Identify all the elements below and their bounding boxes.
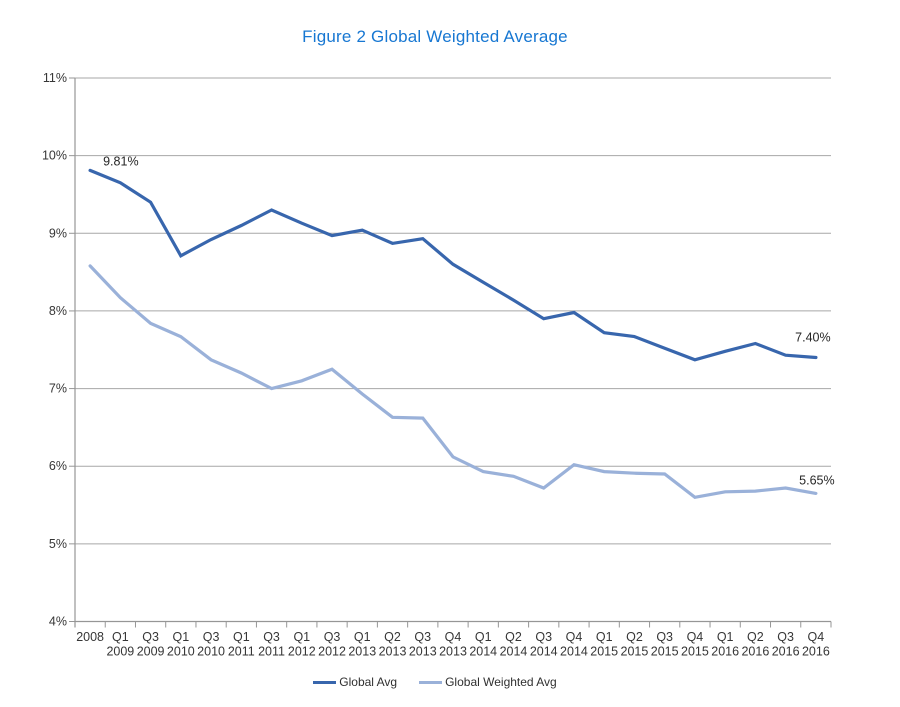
svg-text:11%: 11% [43,71,67,85]
legend-item-global-weighted-avg: Global Weighted Avg [419,675,557,689]
data-label: 7.40% [795,331,830,345]
data-label: 9.81% [103,154,138,168]
legend-label-global-weighted-avg: Global Weighted Avg [445,675,557,689]
series-line-global-avg [88,168,818,362]
series-line-global-weighted-avg [88,264,818,500]
svg-text:6%: 6% [49,459,67,473]
global-weighted-avg-line-icon [419,680,443,684]
global-avg-line-icon [313,680,337,684]
svg-text:5%: 5% [49,537,67,551]
legend-label-global-avg: Global Avg [339,675,398,689]
svg-text:10%: 10% [42,149,67,163]
svg-text:9%: 9% [49,226,67,240]
svg-text:7%: 7% [49,382,67,396]
chart-title: Figure 2 Global Weighted Average [302,27,568,46]
svg-text:4%: 4% [49,615,67,629]
chart-legend: Global Avg Global Weighted Avg [0,675,870,689]
y-axis-labels: 4% 5% 6% 7% 8% 9% 10% 11% [42,71,67,629]
svg-text:2008: 2008 [76,630,104,644]
gridlines [75,77,831,622]
data-labels: 9.81% 7.40% 5.65% [103,154,834,487]
axes [69,77,832,628]
data-label: 5.65% [799,473,834,487]
svg-text:8%: 8% [49,304,67,318]
legend-item-global-avg: Global Avg [313,675,397,689]
